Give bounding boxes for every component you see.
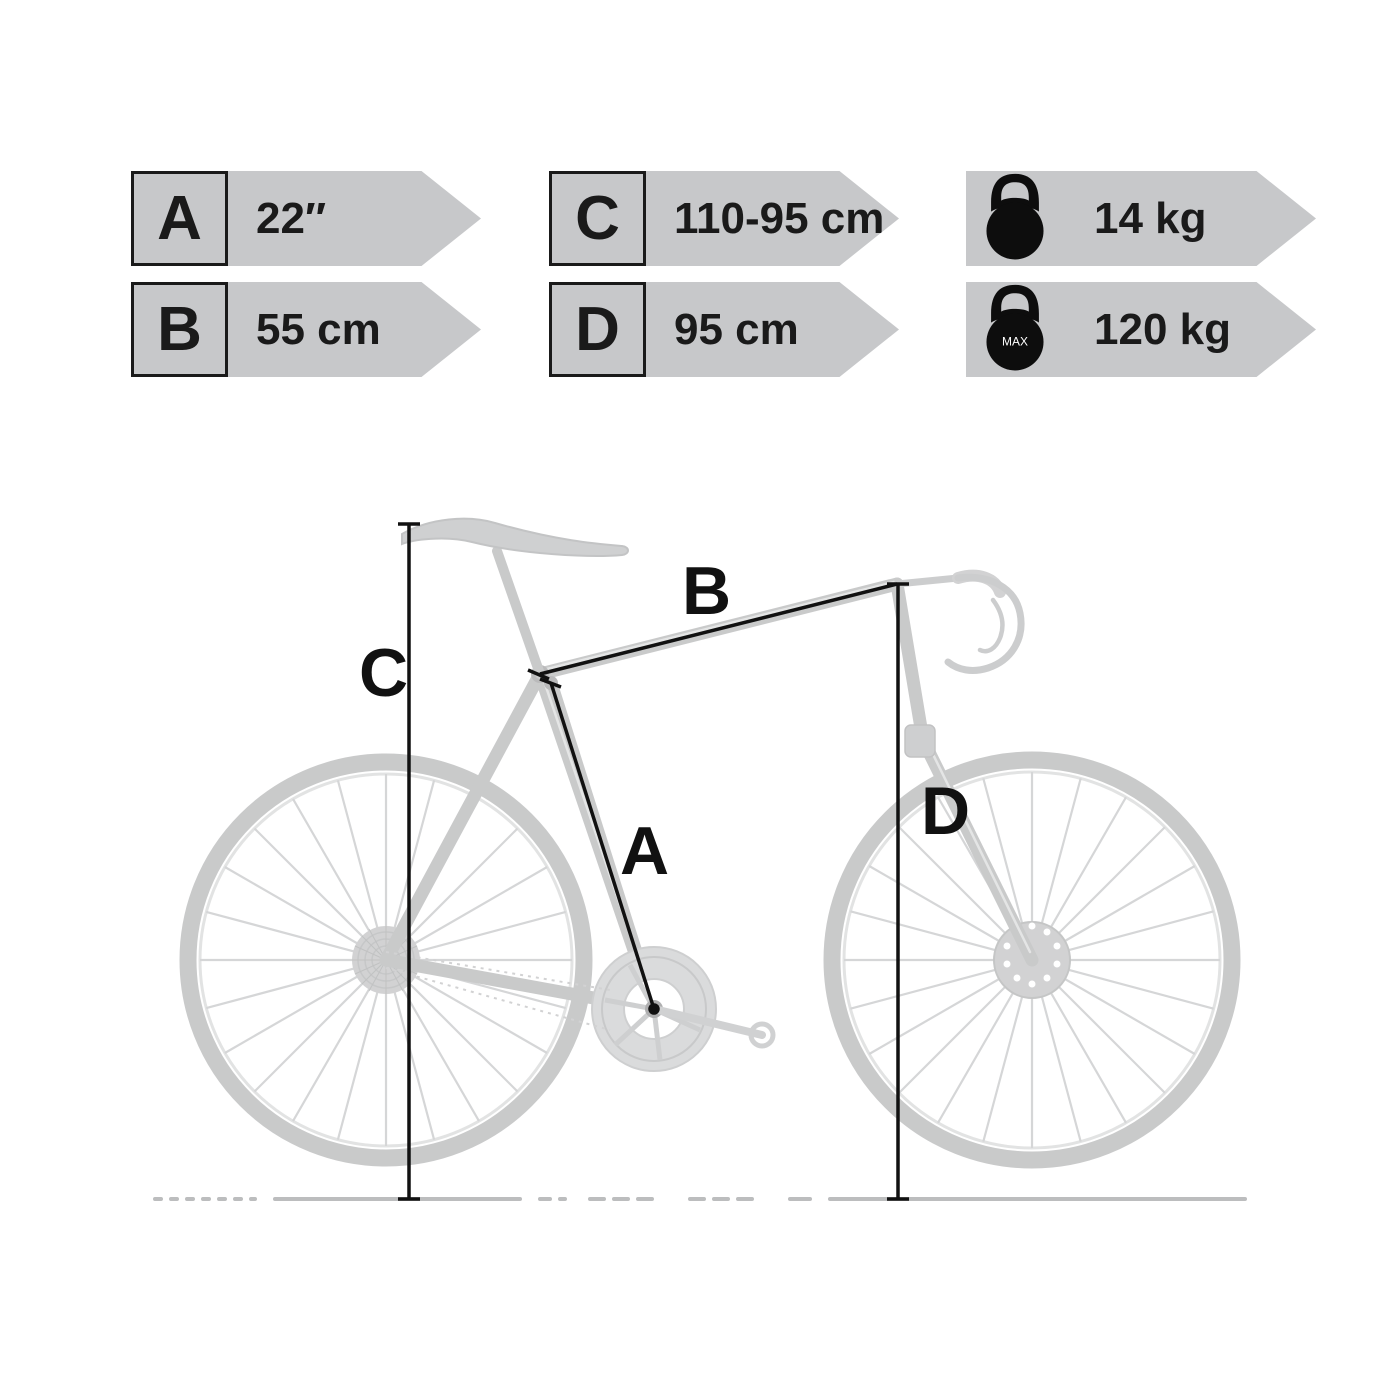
svg-text:B: B [682, 553, 731, 629]
svg-text:D: D [921, 773, 970, 849]
svg-text:A: A [620, 813, 669, 889]
svg-text:C: C [359, 635, 408, 711]
